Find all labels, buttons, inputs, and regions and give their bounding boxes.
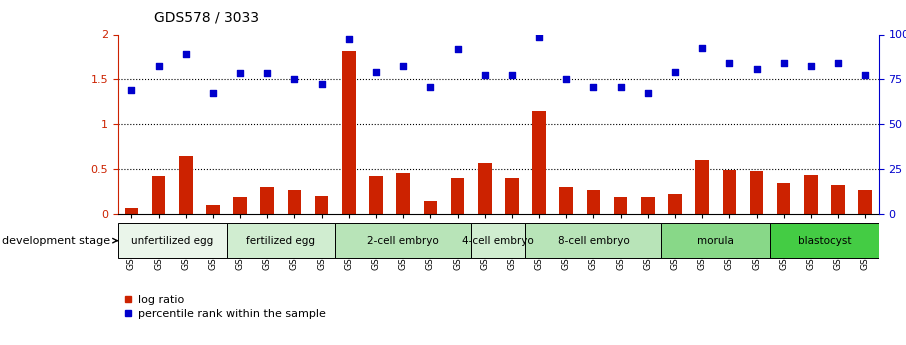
Bar: [234, 197, 246, 214]
Bar: [478, 163, 491, 214]
Bar: [151, 176, 165, 214]
Text: morula: morula: [698, 236, 734, 246]
Point: [450, 46, 465, 52]
Point: [641, 90, 655, 96]
Bar: [315, 196, 328, 214]
Point: [178, 51, 193, 57]
Text: 8-cell embryo: 8-cell embryo: [557, 236, 630, 246]
Bar: [668, 194, 681, 214]
Point: [695, 45, 709, 51]
Bar: [342, 51, 355, 214]
FancyBboxPatch shape: [471, 223, 525, 258]
Point: [668, 69, 682, 75]
Bar: [261, 187, 274, 214]
Point: [831, 60, 845, 66]
Point: [287, 77, 302, 82]
Point: [369, 69, 383, 75]
Text: GDS578 / 3033: GDS578 / 3033: [154, 10, 259, 24]
Text: fertilized egg: fertilized egg: [246, 236, 315, 246]
Bar: [559, 187, 573, 214]
Bar: [450, 178, 464, 214]
Legend: log ratio, percentile rank within the sample: log ratio, percentile rank within the sa…: [123, 295, 325, 319]
Point: [804, 63, 818, 69]
Point: [776, 60, 791, 66]
Point: [559, 77, 573, 82]
Point: [586, 84, 601, 89]
Point: [722, 60, 737, 66]
FancyBboxPatch shape: [525, 223, 661, 258]
Bar: [369, 176, 382, 214]
Point: [532, 34, 546, 40]
Point: [314, 81, 329, 87]
Point: [124, 87, 139, 93]
Point: [151, 63, 166, 69]
Text: development stage: development stage: [3, 236, 117, 246]
Bar: [179, 156, 192, 214]
FancyBboxPatch shape: [118, 223, 226, 258]
Text: 4-cell embryo: 4-cell embryo: [462, 236, 535, 246]
Bar: [749, 171, 763, 214]
Point: [477, 72, 492, 78]
Point: [206, 90, 220, 96]
Bar: [723, 170, 736, 214]
Bar: [805, 175, 817, 214]
Bar: [587, 190, 600, 214]
Point: [858, 72, 872, 78]
Bar: [613, 197, 627, 214]
Point: [396, 63, 410, 69]
Bar: [125, 208, 138, 214]
Bar: [207, 205, 220, 214]
Bar: [858, 190, 872, 214]
Text: blastocyst: blastocyst: [797, 236, 852, 246]
FancyBboxPatch shape: [335, 223, 471, 258]
Bar: [776, 183, 790, 214]
Point: [749, 66, 764, 71]
Point: [260, 70, 275, 76]
FancyBboxPatch shape: [661, 223, 770, 258]
Bar: [506, 178, 518, 214]
Point: [233, 70, 247, 76]
Bar: [641, 197, 654, 214]
Bar: [532, 111, 545, 214]
FancyBboxPatch shape: [226, 223, 335, 258]
Text: unfertilized egg: unfertilized egg: [131, 236, 213, 246]
Bar: [695, 160, 708, 214]
Bar: [831, 185, 844, 214]
FancyBboxPatch shape: [770, 223, 879, 258]
Point: [613, 84, 628, 89]
Point: [342, 36, 356, 42]
Text: 2-cell embryo: 2-cell embryo: [367, 236, 439, 246]
Point: [505, 72, 519, 78]
Point: [423, 84, 438, 89]
Bar: [287, 190, 301, 214]
Bar: [423, 201, 437, 214]
Bar: [396, 172, 410, 214]
